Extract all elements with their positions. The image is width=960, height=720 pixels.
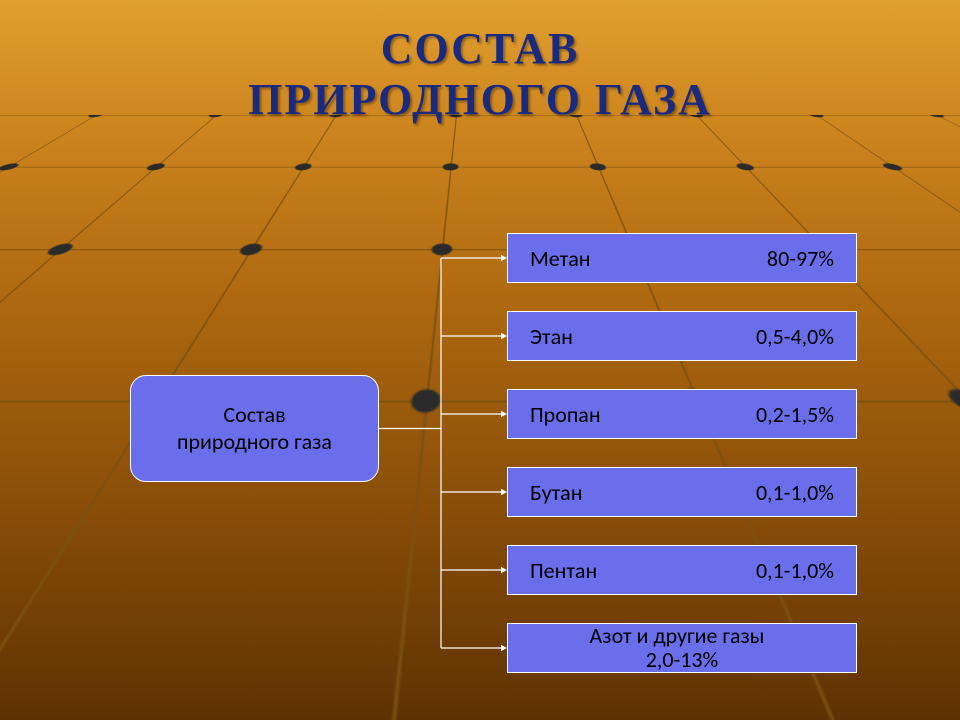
leaf-node: Бутан 0,1-1,0% (507, 467, 857, 517)
root-node: Состав природного газа (130, 375, 379, 482)
leaf-value: 0,1-1,0% (756, 557, 834, 584)
page-title: СОСТАВ ПРИРОДНОГО ГАЗА (0, 24, 960, 125)
leaf-node: Азот и другие газы2,0-13% (507, 623, 857, 673)
leaf-name: Пропан (530, 401, 601, 428)
root-label-l1: Состав (223, 402, 285, 428)
root-label-l2: природного газа (177, 429, 332, 455)
leaf-value: 0,1-1,0% (756, 479, 834, 506)
leaf-node: Этан 0,5-4,0% (507, 311, 857, 361)
leaf-value: 2,0-13% (590, 648, 775, 672)
leaf-name: Этан (530, 323, 573, 350)
leaf-value: 80-97% (767, 245, 834, 272)
title-line2: ПРИРОДНОГО ГАЗА (0, 75, 960, 126)
leaf-name: Азот и другие газы (590, 624, 765, 648)
leaf-name: Метан (530, 245, 591, 272)
leaf-node: Пропан 0,2-1,5% (507, 389, 857, 439)
leaf-node: Пентан 0,1-1,0% (507, 545, 857, 595)
leaf-value: 0,5-4,0% (756, 323, 834, 350)
leaf-node: Метан 80-97% (507, 233, 857, 283)
leaf-value: 0,2-1,5% (756, 401, 834, 428)
title-line1: СОСТАВ (0, 24, 960, 75)
leaf-name: Пентан (530, 557, 597, 584)
leaf-name: Бутан (530, 479, 582, 506)
